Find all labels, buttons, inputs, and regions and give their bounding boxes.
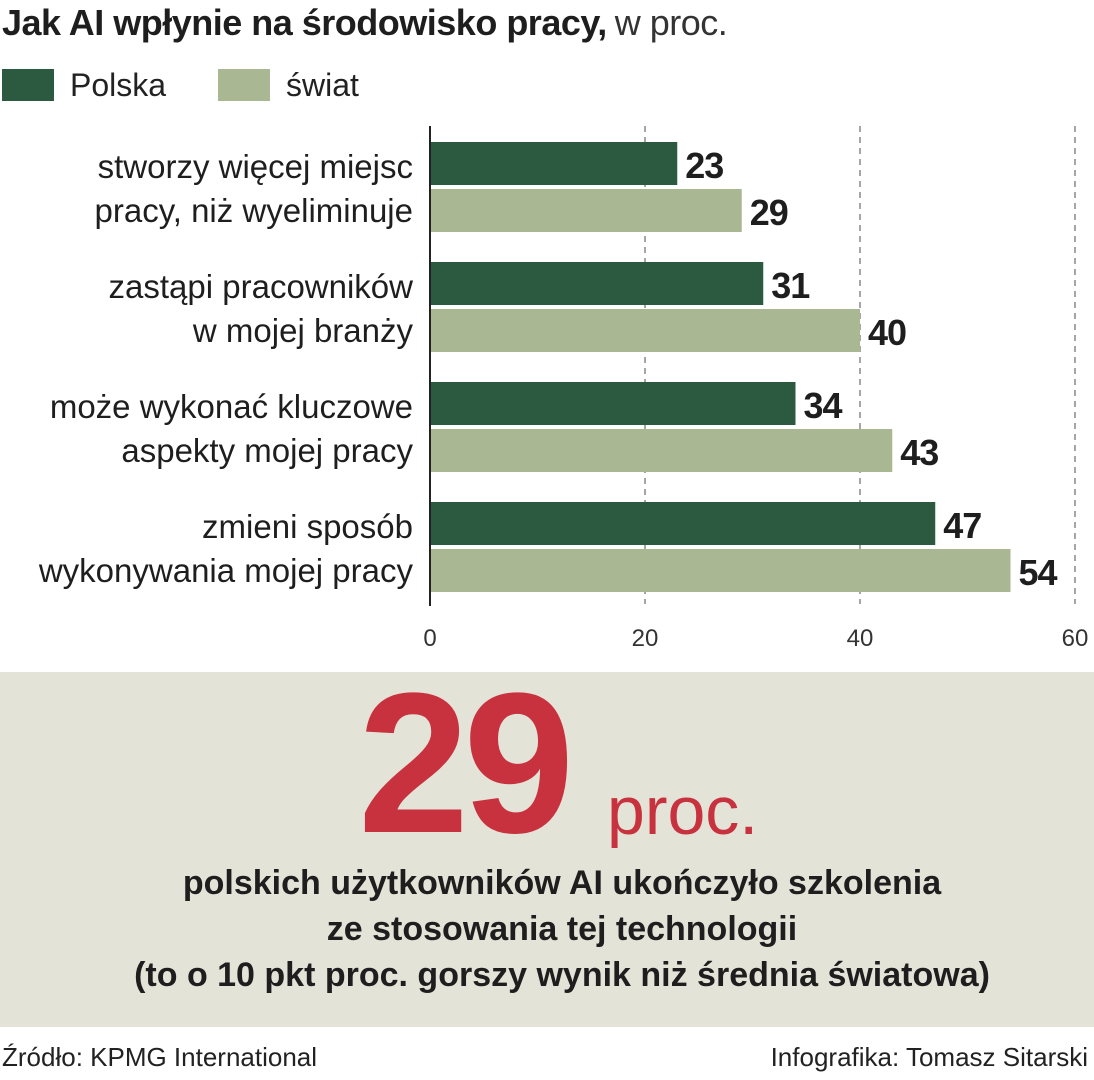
value-label: 31: [771, 265, 810, 306]
bar-polska: [430, 502, 936, 545]
bar-chart: 23 29 stworzy więcej miejsc pracy, niż wyel…: [38, 126, 1089, 652]
category-label: stworzy więcej miejsc: [98, 148, 413, 185]
category-label: pracy, niż wyeliminuje: [95, 192, 414, 229]
bar-polska: [430, 142, 678, 185]
x-tick-label: 40: [847, 625, 874, 652]
value-label: 43: [900, 432, 938, 473]
bar-swiat: [430, 189, 742, 232]
x-tick-label: 0: [423, 625, 436, 652]
value-label: 54: [1019, 552, 1058, 593]
category-label: zastąpi pracowników: [109, 268, 414, 305]
bar-swiat: [430, 309, 860, 352]
chart-title-unit: w proc.: [614, 2, 728, 43]
x-tick-label: 20: [632, 625, 659, 652]
bar-swiat: [430, 429, 893, 472]
callout-unit: proc.: [607, 773, 759, 849]
category-label: może wykonać kluczowe: [50, 388, 413, 425]
callout-line: polskich użytkowników AI ukończyło szkol…: [182, 864, 942, 902]
legend-swatch-polska: [2, 69, 54, 101]
source-note: Źródło: KPMG International: [2, 1042, 318, 1072]
category-label: wykonywania mojej pracy: [38, 552, 414, 589]
callout-number: 29: [358, 652, 574, 875]
callout-text: polskich użytkowników AI ukończyło szkol…: [0, 860, 1094, 998]
author-credit: Infografika: Tomasz Sitarski: [770, 1042, 1088, 1072]
legend-swatch-swiat: [218, 69, 270, 101]
bar-polska: [430, 262, 764, 305]
value-label: 34: [804, 385, 843, 426]
chart-title: Jak AI wpłynie na środowisko pracy, w pro…: [2, 0, 728, 46]
category-label: w mojej branży: [192, 312, 414, 349]
callout-line: (to o 10 pkt proc. gorszy wynik niż śred…: [134, 956, 990, 994]
callout-panel: [0, 672, 1094, 1027]
x-tick-label: 60: [1062, 625, 1089, 652]
value-label: 40: [868, 312, 906, 353]
legend-label-swiat: świat: [286, 66, 359, 103]
category-label: zmieni sposób: [202, 508, 413, 545]
value-label: 23: [685, 145, 723, 186]
category-label: aspekty mojej pracy: [121, 432, 413, 469]
chart-title-main: Jak AI wpłynie na środowisko pracy,: [2, 2, 607, 43]
bar-swiat: [430, 549, 1011, 592]
legend-item-swiat: świat: [218, 66, 359, 103]
value-label: 29: [750, 192, 788, 233]
legend-item-polska: Polska: [2, 66, 167, 103]
legend-label-polska: Polska: [70, 66, 167, 103]
value-label: 47: [943, 505, 981, 546]
callout-line: ze stosowania tej technologii: [326, 910, 798, 948]
bar-polska: [430, 382, 796, 425]
